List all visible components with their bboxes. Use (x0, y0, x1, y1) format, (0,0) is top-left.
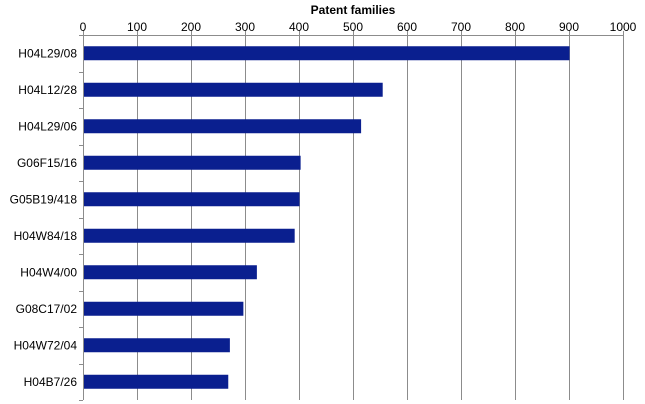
bars (84, 46, 570, 389)
x-tick-labels: 0 100 200 300 400 500 600 700 800 900 1000 (80, 20, 637, 34)
bar (84, 338, 230, 353)
x-tick-label: 500 (343, 20, 363, 34)
bar (84, 265, 257, 280)
y-tick-label: G08C17/02 (16, 302, 78, 316)
x-axis-title: Patent families (311, 3, 396, 17)
x-tick-label: 300 (235, 20, 255, 34)
bar (84, 155, 301, 170)
bar (84, 228, 295, 243)
x-tick-label: 200 (181, 20, 201, 34)
y-tick-label: H04B7/26 (24, 375, 78, 389)
bar (84, 119, 362, 134)
x-tick-label: 400 (289, 20, 309, 34)
x-tick-label: 700 (451, 20, 471, 34)
bar (84, 374, 229, 389)
x-tick-label: 600 (397, 20, 417, 34)
bar (84, 192, 300, 207)
axes (79, 31, 624, 401)
y-tick-label: H04W72/04 (14, 338, 78, 352)
y-tick-label: G05B19/418 (10, 192, 78, 206)
bar (84, 46, 570, 61)
y-tick-label: H04L29/08 (18, 46, 77, 60)
y-tick-label: G06F15/16 (17, 156, 77, 170)
x-tick-label: 900 (559, 20, 579, 34)
y-tick-labels: H04L29/08 H04L12/28 H04L29/06 G06F15/16 G05B… (10, 46, 78, 389)
x-tick-label: 800 (505, 20, 525, 34)
y-tick-label: H04W4/00 (20, 265, 77, 279)
x-tick-label: 0 (80, 20, 87, 34)
y-tick-label: H04L29/06 (18, 119, 77, 133)
x-tick-label: 100 (127, 20, 147, 34)
y-tick-label: H04W84/18 (14, 229, 78, 243)
y-tick-label: H04L12/28 (18, 83, 77, 97)
bar (84, 301, 244, 316)
bar (84, 82, 383, 97)
x-tick-label: 1000 (610, 20, 637, 34)
